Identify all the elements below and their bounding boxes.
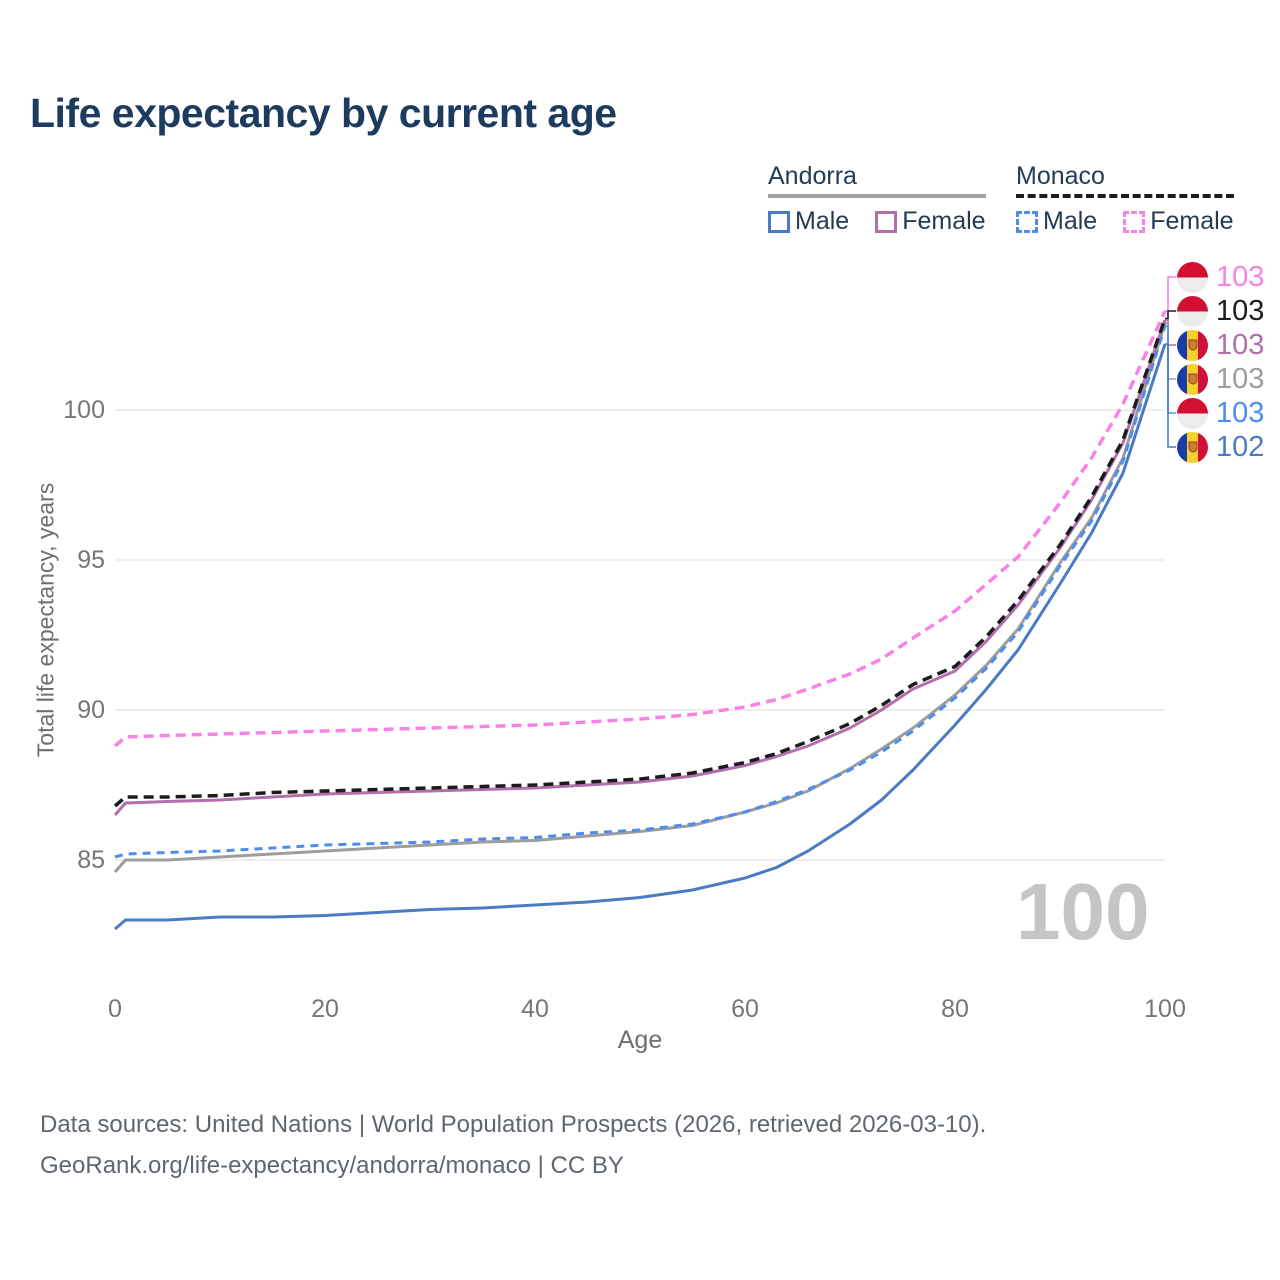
series-end-label-at: 103 [1177,362,1264,396]
footer-data-sources: Data sources: United Nations | World Pop… [40,1111,987,1138]
page-title: Life expectancy by current age [30,90,617,136]
series-end-value: 103 [1216,294,1265,327]
legend-country-andorra: Andorra [768,162,857,190]
series-line-at[interactable] [113,322,1167,873]
series-end-value: 103 [1216,328,1265,361]
x-tick-40: 40 [521,995,549,1023]
end-label-connector-mt [1165,310,1176,320]
series-end-label-mm: 103 [1177,396,1264,430]
footer-attribution: GeoRank.org/life-expectancy/andorra/mona… [40,1152,624,1179]
x-tick-80: 80 [941,995,969,1023]
y-tick-85: 85 [77,846,105,874]
monaco-flag-icon [1177,261,1208,293]
x-axis-title: Age [617,1026,663,1054]
legend-label-monaco-male: Male [1043,207,1098,235]
series-line-mf[interactable] [113,310,1167,748]
series-end-label-mf: 103 [1177,260,1264,294]
end-label-connector-at [1165,322,1176,380]
x-tick-100: 100 [1144,995,1186,1023]
x-tick-0: 0 [108,995,122,1023]
series-line-mt[interactable] [113,317,1167,808]
legend-label-andorra-female: Female [902,207,986,235]
monaco-flag-icon [1177,397,1208,429]
legend-item-andorra-female[interactable]: Female [875,207,986,236]
end-label-connector-am [1165,343,1176,448]
end-label-connector-mm [1165,325,1176,414]
monaco-flag-icon [1177,295,1208,327]
legend-underline-monaco [1016,194,1234,198]
series-end-label-am: 102 [1177,430,1264,464]
series-end-label-af: 103 [1177,328,1264,362]
x-tick-20: 20 [311,995,339,1023]
legend-item-monaco-female[interactable]: Female [1123,207,1234,236]
x-tick-60: 60 [731,995,759,1023]
series-line-mm[interactable] [114,325,1167,859]
legend-swatch-andorra-male [768,210,790,233]
legend-items-monaco: Male Female [1016,207,1234,236]
legend-group-andorra: Andorra Male Female [768,162,986,236]
series-end-value: 102 [1216,430,1265,463]
andorra-flag-icon [1177,431,1208,463]
y-tick-95: 95 [77,546,105,574]
legend-underline-andorra [768,194,986,198]
legend-country-monaco: Monaco [1016,162,1105,190]
legend-label-andorra-male: Male [795,207,850,235]
legend-swatch-monaco-male [1016,210,1038,233]
series-line-af[interactable] [113,319,1167,816]
footer: Data sources: United Nations | World Pop… [40,1104,986,1186]
age-watermark: 100 [1016,867,1150,956]
series-end-value: 103 [1216,396,1265,429]
series-end-value: 103 [1216,362,1265,395]
legend-swatch-monaco-female [1123,210,1146,233]
legend-group-monaco: Monaco Male Female [1016,162,1234,236]
legend-items-andorra: Male Female [768,207,986,236]
legend-item-monaco-male[interactable]: Male [1016,207,1097,236]
series-line-am[interactable] [114,343,1167,931]
end-label-connector-mf [1165,276,1176,312]
y-tick-90: 90 [77,696,105,724]
andorra-flag-icon [1177,329,1208,361]
series-end-label-mt: 103 [1177,294,1264,328]
legend-item-andorra-male[interactable]: Male [768,207,849,236]
legend-label-monaco-female: Female [1150,207,1234,235]
andorra-flag-icon [1177,363,1208,395]
legend-swatch-andorra-female [875,210,898,233]
y-tick-100: 100 [63,396,105,424]
series-end-value: 103 [1216,260,1265,293]
